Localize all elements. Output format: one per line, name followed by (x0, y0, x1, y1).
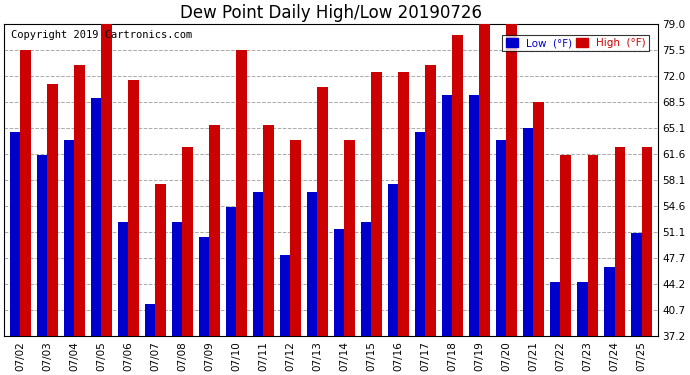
Bar (469, 95, 480, 336)
Bar (398, 72, 408, 336)
Bar (587, 154, 598, 336)
Bar (426, 65, 435, 336)
Bar (48, 84, 58, 336)
Bar (226, 207, 237, 336)
Text: Copyright 2019 Cartronics.com: Copyright 2019 Cartronics.com (11, 30, 192, 40)
Bar (237, 50, 247, 336)
Bar (642, 147, 652, 336)
Legend: Low  (°F), High  (°F): Low (°F), High (°F) (502, 35, 649, 51)
Bar (604, 267, 615, 336)
Bar (118, 222, 128, 336)
Bar (64, 140, 75, 336)
Bar (506, 20, 517, 336)
Bar (415, 132, 426, 336)
Bar (91, 99, 101, 336)
Bar (253, 192, 264, 336)
Bar (21, 50, 30, 336)
Bar (101, 24, 112, 336)
Bar (480, 20, 490, 336)
Bar (560, 154, 571, 336)
Bar (334, 229, 344, 336)
Bar (361, 222, 371, 336)
Bar (155, 184, 166, 336)
Bar (290, 140, 301, 336)
Bar (388, 184, 398, 336)
Bar (496, 140, 506, 336)
Bar (128, 80, 139, 336)
Bar (172, 222, 182, 336)
Bar (371, 72, 382, 336)
Bar (317, 87, 328, 336)
Title: Dew Point Daily High/Low 20190726: Dew Point Daily High/Low 20190726 (180, 4, 482, 22)
Bar (37, 154, 48, 336)
Bar (199, 237, 210, 336)
Bar (523, 128, 533, 336)
Bar (615, 147, 624, 336)
Bar (344, 140, 355, 336)
Bar (75, 65, 85, 336)
Bar (10, 132, 21, 336)
Bar (264, 124, 274, 336)
Bar (533, 102, 544, 336)
Bar (210, 124, 219, 336)
Bar (631, 233, 642, 336)
Bar (578, 282, 587, 336)
Bar (442, 95, 453, 336)
Bar (145, 304, 155, 336)
Bar (280, 255, 290, 336)
Bar (550, 282, 560, 336)
Bar (182, 147, 193, 336)
Bar (307, 192, 317, 336)
Bar (453, 35, 463, 336)
